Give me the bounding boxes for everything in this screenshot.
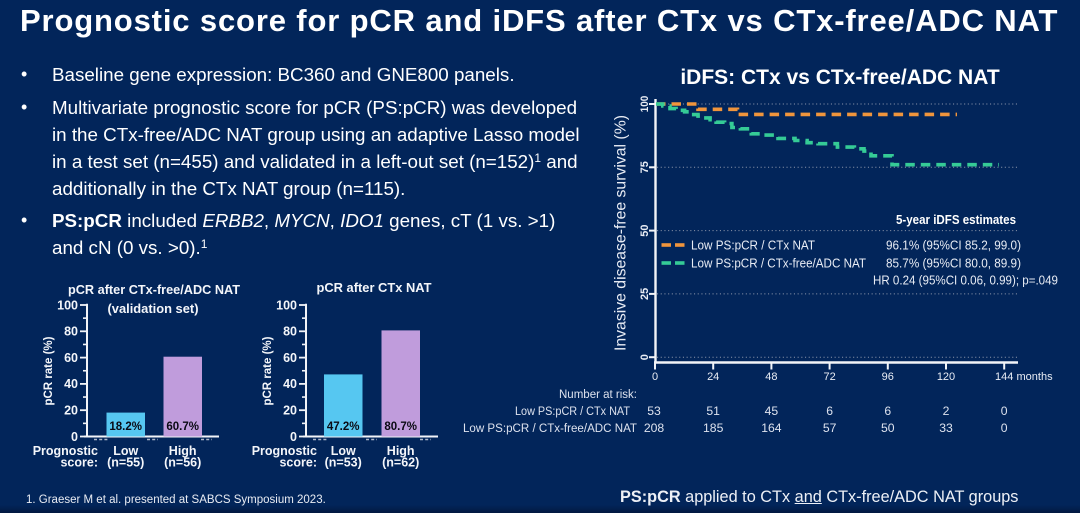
svg-text:pCR rate (%): pCR rate (%) bbox=[262, 336, 274, 405]
svg-text:High: High bbox=[169, 444, 197, 458]
svg-text:Low: Low bbox=[331, 444, 356, 458]
svg-text:Low PS:pCR / CTx NAT: Low PS:pCR / CTx NAT bbox=[515, 404, 630, 418]
svg-text:47.2%: 47.2% bbox=[327, 421, 360, 433]
svg-text:20: 20 bbox=[283, 404, 297, 418]
svg-text:Low PS:pCR / CTx-free/ADC NAT: Low PS:pCR / CTx-free/ADC NAT bbox=[463, 421, 638, 435]
svg-text:40: 40 bbox=[283, 377, 297, 391]
svg-text:5-year iDFS estimates: 5-year iDFS estimates bbox=[896, 213, 1016, 227]
svg-text:Low PS:pCR / CTx NAT: Low PS:pCR / CTx NAT bbox=[691, 238, 815, 252]
svg-text:2: 2 bbox=[943, 404, 950, 418]
svg-text:72: 72 bbox=[823, 371, 835, 383]
svg-text:0: 0 bbox=[290, 430, 297, 444]
svg-text:Prognostic: Prognostic bbox=[33, 444, 98, 458]
svg-text:20: 20 bbox=[64, 404, 78, 418]
svg-text:6: 6 bbox=[884, 404, 891, 418]
svg-text:60: 60 bbox=[283, 351, 297, 365]
svg-text:score:: score: bbox=[279, 456, 317, 470]
svg-text:50: 50 bbox=[639, 224, 651, 236]
svg-text:100: 100 bbox=[57, 298, 78, 312]
svg-text:pCR after CTx NAT: pCR after CTx NAT bbox=[317, 280, 432, 295]
svg-text:100: 100 bbox=[276, 298, 297, 312]
svg-text:53: 53 bbox=[647, 404, 661, 418]
svg-text:0: 0 bbox=[71, 430, 78, 444]
svg-text:0: 0 bbox=[1001, 421, 1008, 435]
svg-text:(n=53): (n=53) bbox=[325, 456, 362, 470]
svg-text:80: 80 bbox=[64, 325, 78, 339]
svg-text:208: 208 bbox=[644, 421, 665, 435]
svg-text:96: 96 bbox=[882, 371, 894, 383]
svg-text:33: 33 bbox=[939, 421, 953, 435]
svg-text:100: 100 bbox=[639, 96, 651, 113]
svg-text:120: 120 bbox=[937, 371, 955, 383]
svg-text:144: 144 bbox=[995, 371, 1013, 383]
svg-text:50: 50 bbox=[881, 421, 895, 435]
svg-text:(validation set): (validation set) bbox=[108, 301, 199, 316]
svg-text:Low PS:pCR / CTx-free/ADC NAT: Low PS:pCR / CTx-free/ADC NAT bbox=[691, 256, 866, 270]
svg-text:High: High bbox=[387, 444, 415, 458]
svg-text:pCR after CTx-free/ADC NAT: pCR after CTx-free/ADC NAT bbox=[68, 282, 240, 297]
svg-text:25: 25 bbox=[639, 288, 651, 300]
svg-text:60: 60 bbox=[64, 351, 78, 365]
svg-text:185: 185 bbox=[703, 421, 724, 435]
svg-text:85.7% (95%CI 80.0, 89.9): 85.7% (95%CI 80.0, 89.9) bbox=[886, 256, 1021, 270]
svg-text:48: 48 bbox=[765, 371, 777, 383]
svg-text:40: 40 bbox=[64, 377, 78, 391]
svg-text:24: 24 bbox=[707, 371, 719, 383]
svg-text:51: 51 bbox=[706, 404, 720, 418]
svg-text:Low: Low bbox=[113, 444, 138, 458]
svg-text:(n=56): (n=56) bbox=[164, 456, 201, 470]
svg-text:80.7%: 80.7% bbox=[384, 421, 417, 433]
svg-text:164: 164 bbox=[761, 421, 782, 435]
svg-text:18.2%: 18.2% bbox=[109, 421, 142, 433]
svg-text:0: 0 bbox=[652, 371, 658, 383]
svg-text:0: 0 bbox=[1001, 404, 1008, 418]
svg-text:57: 57 bbox=[823, 421, 837, 435]
svg-text:45: 45 bbox=[765, 404, 779, 418]
svg-text:0: 0 bbox=[639, 354, 651, 360]
svg-text:score:: score: bbox=[60, 456, 98, 470]
svg-text:80: 80 bbox=[283, 325, 297, 339]
svg-text:75: 75 bbox=[639, 161, 651, 173]
svg-text:pCR rate (%): pCR rate (%) bbox=[43, 336, 55, 405]
svg-text:Invasive disease-free survival: Invasive disease-free survival (%) bbox=[613, 115, 630, 351]
svg-text:(n=55): (n=55) bbox=[107, 456, 144, 470]
svg-text:Prognostic: Prognostic bbox=[252, 444, 317, 458]
svg-text:60.7%: 60.7% bbox=[166, 421, 199, 433]
svg-text:96.1% (95%CI 85.2, 99.0): 96.1% (95%CI 85.2, 99.0) bbox=[886, 238, 1021, 252]
svg-text:iDFS: CTx vs CTx-free/ADC NAT: iDFS: CTx vs CTx-free/ADC NAT bbox=[680, 66, 999, 89]
svg-text:months: months bbox=[1017, 371, 1054, 383]
svg-text:6: 6 bbox=[826, 404, 833, 418]
svg-text:(n=62): (n=62) bbox=[382, 456, 419, 470]
svg-text:HR 0.24 (95%CI 0.06, 0.99); p=: HR 0.24 (95%CI 0.06, 0.99); p=.049 bbox=[873, 274, 1058, 288]
svg-text:Number at risk:: Number at risk: bbox=[559, 387, 637, 401]
